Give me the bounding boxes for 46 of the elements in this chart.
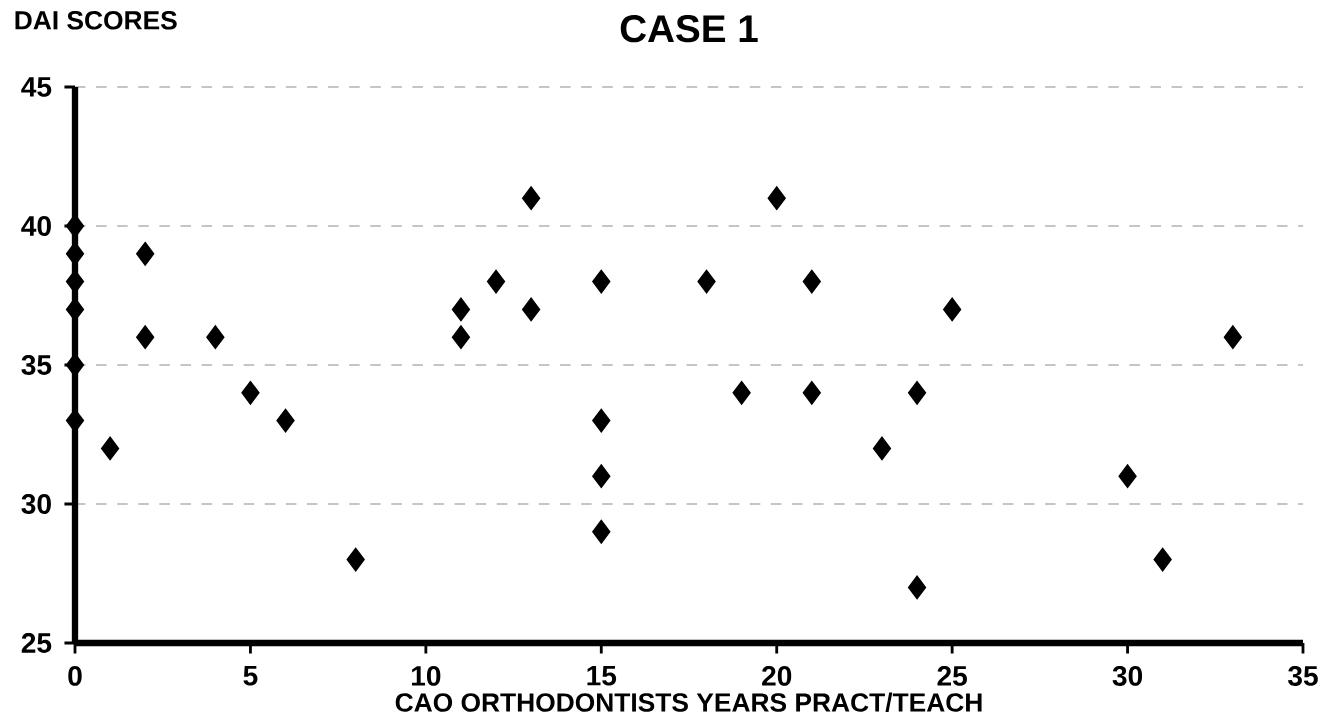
point (1118, 464, 1137, 489)
point (521, 297, 541, 322)
point (802, 269, 821, 294)
point (100, 436, 120, 461)
point (872, 436, 892, 461)
x-tick-label: 15 (587, 665, 617, 686)
point (592, 269, 611, 294)
point (346, 547, 365, 572)
point (907, 575, 927, 600)
point (592, 519, 611, 544)
y-tick-label: 25 (21, 633, 52, 653)
point (767, 186, 786, 211)
point (276, 408, 295, 433)
point (65, 214, 85, 238)
point (206, 325, 225, 350)
x-axis-title: CAO ORTHODONTISTS YEARS PRACT/TEACH (395, 692, 982, 713)
point (136, 325, 155, 350)
point (65, 353, 85, 377)
x-tick-label: 25 (937, 665, 967, 686)
point (136, 241, 155, 266)
point (521, 186, 541, 211)
y-tick-label: 40 (21, 216, 51, 236)
point (486, 269, 506, 294)
point (451, 297, 471, 322)
point (592, 464, 611, 489)
x-tick-label: 5 (243, 665, 258, 686)
point (592, 408, 611, 433)
x-tick-label: 20 (762, 665, 792, 686)
point (907, 380, 927, 405)
y-tick-label: 35 (21, 355, 52, 375)
x-tick-label: 10 (411, 665, 441, 686)
y-tick-label: 30 (21, 494, 51, 514)
y-axis-title: DAI SCORES (15, 10, 177, 30)
chart-title: CASE 1 (620, 15, 758, 43)
x-tick-label: 35 (1288, 665, 1318, 686)
x-tick-label: 30 (1112, 665, 1143, 686)
point (943, 297, 962, 322)
y-tick-label: 45 (21, 77, 52, 97)
point (241, 380, 260, 405)
point (697, 269, 716, 294)
point (1153, 547, 1172, 572)
point (802, 380, 821, 405)
point (1223, 325, 1242, 350)
x-tick-label: 0 (68, 665, 82, 686)
point (732, 380, 751, 405)
point (451, 325, 471, 350)
